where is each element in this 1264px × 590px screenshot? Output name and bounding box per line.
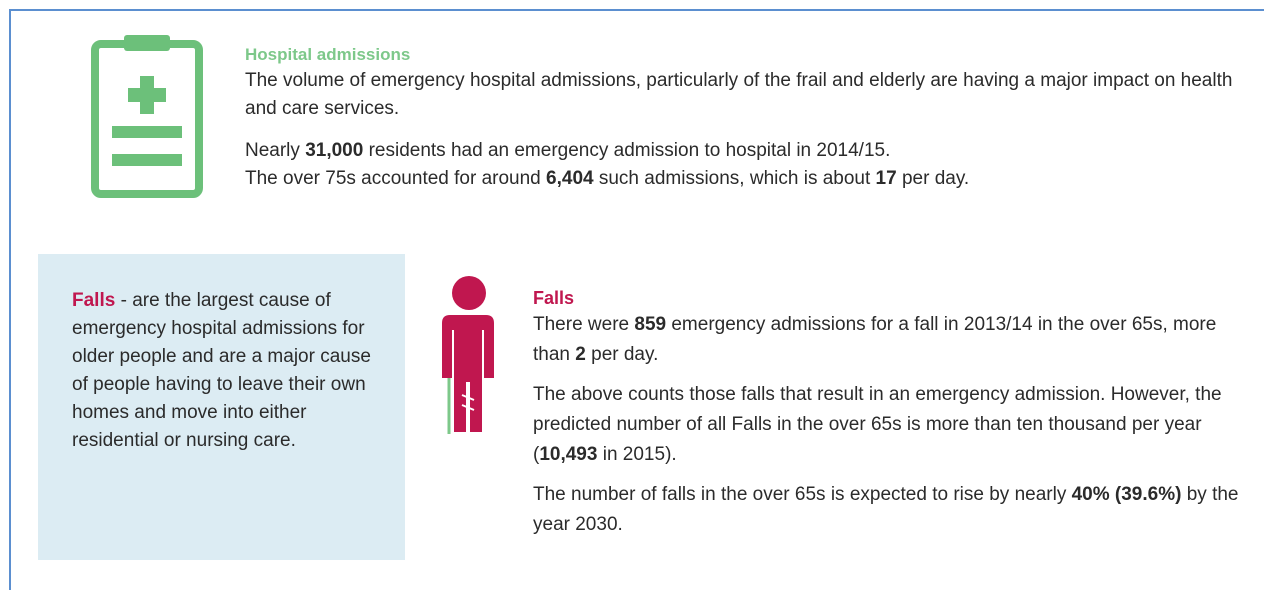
bold-text: 40% (39.6%) [1071, 484, 1182, 505]
paragraph: The above counts those falls that result… [533, 380, 1248, 470]
paragraph: The volume of emergency hospital admissi… [245, 67, 1255, 123]
paragraph: The number of falls in the over 65s is e… [533, 480, 1248, 540]
bold-text: 17 [875, 168, 897, 189]
section-title: Hospital admissions [245, 45, 411, 64]
text: residents had an emergency admission to … [363, 140, 891, 161]
person-head [452, 276, 486, 310]
text: There were [533, 314, 635, 335]
person-icon [442, 276, 494, 434]
paragraph: Falls - are the largest cause of emergen… [72, 287, 372, 455]
clipboard-bar [112, 154, 182, 166]
text: by the year 2030. [533, 484, 1239, 535]
clipboard-clip [124, 35, 170, 51]
bold-text: 2 [575, 344, 586, 365]
text: in 2015). [597, 444, 677, 465]
bandage [461, 404, 475, 411]
paragraph: There were 859 emergency admissions for … [533, 310, 1248, 370]
frame-border [10, 9, 1264, 11]
text: emergency admissions for a fall in 2013/… [533, 314, 1217, 365]
section-title: Falls [533, 288, 575, 308]
text: such admissions, which is about [593, 168, 876, 189]
text: per day. [896, 168, 970, 189]
plus-horizontal [128, 88, 166, 102]
bandage [461, 394, 475, 401]
clipboard-icon [91, 35, 203, 198]
clipboard-bar [112, 126, 182, 138]
side-box [38, 254, 405, 560]
sidebar-text: Falls - are the largest cause of emergen… [72, 287, 372, 469]
text: The volume of emergency hospital admissi… [245, 70, 1233, 119]
text: The above counts those falls that result… [533, 384, 1222, 465]
paragraph: Nearly 31,000 residents had an emergency… [245, 137, 1255, 165]
hospital-section: Hospital admissions The volume of emerge… [245, 43, 1255, 207]
person-body [442, 315, 494, 432]
bold-text: 10,493 [539, 444, 598, 465]
text: The over 75s accounted for around [245, 168, 547, 189]
frame-border [9, 9, 11, 590]
clipboard-outline [91, 40, 203, 198]
text: per day. [585, 344, 659, 365]
paragraph: The over 75s accounted for around 6,404 … [245, 165, 1255, 193]
bold-text: 31,000 [305, 140, 364, 161]
text: Nearly [245, 140, 306, 161]
falls-section: Falls There were 859 emergency admission… [533, 286, 1248, 554]
text: The number of falls in the over 65s is e… [533, 484, 1072, 505]
bold-text: Falls [72, 290, 116, 311]
bold-text: 6,404 [546, 168, 594, 189]
bold-text: 859 [634, 314, 667, 335]
text: - are the largest cause of emergency hos… [72, 290, 371, 451]
